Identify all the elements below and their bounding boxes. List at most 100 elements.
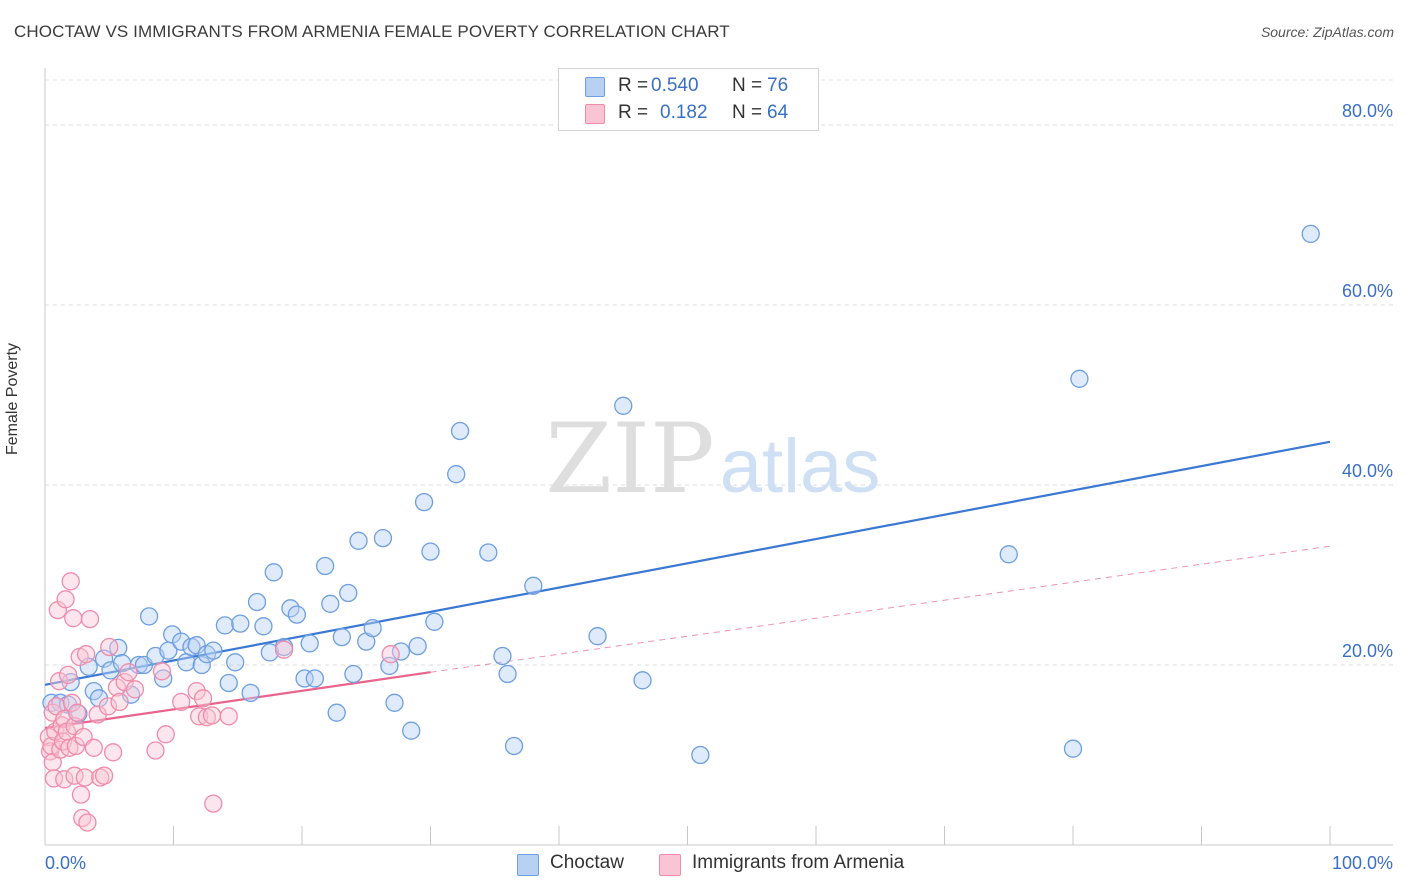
point-armenia-2: [42, 736, 61, 756]
point-armenia-30: [75, 768, 94, 787]
n-label: N =: [732, 75, 763, 96]
point-choctaw-65: [504, 736, 524, 756]
point-armenia-14: [55, 770, 74, 789]
trend-line-armenia: [44, 671, 431, 730]
point-choctaw-17: [154, 669, 173, 688]
point-armenia-47: [152, 662, 172, 681]
point-choctaw-55: [402, 721, 421, 740]
point-armenia-18: [60, 738, 79, 757]
data-points: [39, 224, 1320, 832]
n-value-choctaw: 76: [767, 75, 789, 96]
y-tick-label-20: 20.0%: [1342, 641, 1393, 661]
point-choctaw-13: [129, 655, 148, 675]
point-armenia-25: [67, 703, 87, 722]
point-choctaw-64: [498, 664, 517, 684]
point-choctaw-69: [633, 671, 652, 690]
point-armenia-9: [49, 672, 69, 691]
point-choctaw-43: [321, 594, 340, 613]
bottom-legend-swatch-armenia: [659, 854, 681, 876]
tick-labels: 20.0% 40.0% 60.0% 80.0% 0.0% 100.0%: [45, 101, 1393, 873]
point-choctaw-70: [691, 745, 710, 765]
point-choctaw-58: [421, 542, 440, 561]
point-armenia-43: [115, 672, 134, 692]
point-choctaw-72: [1063, 739, 1083, 758]
trend-line-choctaw: [44, 440, 1331, 686]
point-armenia-51: [190, 707, 209, 726]
point-choctaw-44: [327, 703, 346, 722]
point-choctaw-47: [344, 664, 363, 684]
r-value-choctaw: 0.540: [651, 75, 699, 96]
point-choctaw-63: [493, 646, 512, 666]
point-choctaw-8: [94, 649, 114, 668]
point-choctaw-38: [287, 605, 307, 624]
point-choctaw-57: [414, 492, 434, 512]
point-choctaw-67: [588, 627, 607, 646]
point-armenia-40: [103, 743, 123, 762]
point-choctaw-59: [425, 612, 444, 631]
point-choctaw-68: [614, 396, 633, 415]
point-choctaw-54: [391, 642, 411, 661]
point-choctaw-39: [295, 669, 314, 688]
point-armenia-52: [193, 689, 213, 708]
y-tick-label-40: 40.0%: [1342, 461, 1393, 481]
n-value-armenia: 64: [767, 102, 789, 123]
point-choctaw-21: [177, 653, 196, 672]
point-choctaw-35: [264, 563, 283, 582]
point-choctaw-61: [450, 421, 470, 441]
point-choctaw-15: [139, 607, 159, 626]
point-armenia-57: [274, 640, 294, 659]
point-choctaw-30: [231, 614, 250, 633]
point-choctaw-56: [408, 636, 427, 656]
point-armenia-33: [80, 609, 100, 629]
y-tick-label-60: 60.0%: [1342, 281, 1393, 301]
y-tick-label-80: 80.0%: [1342, 101, 1393, 121]
point-armenia-31: [76, 645, 96, 664]
point-armenia-21: [64, 609, 83, 628]
point-armenia-45: [125, 680, 145, 699]
trend-line-armenia-extension: [430, 545, 1331, 673]
point-armenia-49: [172, 692, 191, 712]
point-armenia-46: [146, 741, 165, 760]
point-armenia-27: [71, 785, 91, 804]
point-armenia-32: [78, 813, 97, 832]
point-choctaw-50: [363, 618, 382, 638]
n-label: N =: [732, 102, 763, 123]
point-choctaw-60: [447, 465, 466, 484]
point-choctaw-53: [385, 693, 404, 712]
point-armenia-20: [62, 693, 82, 712]
point-choctaw-62: [479, 543, 498, 562]
r-label: R =: [618, 102, 649, 123]
point-choctaw-46: [339, 583, 358, 603]
legend-swatch-choctaw: [585, 77, 605, 97]
point-choctaw-48: [349, 531, 368, 550]
point-choctaw-31: [241, 683, 260, 703]
point-choctaw-71: [999, 545, 1018, 564]
point-armenia-50: [187, 681, 206, 701]
point-choctaw-32: [247, 592, 267, 612]
point-choctaw-42: [315, 556, 335, 576]
point-armenia-48: [156, 725, 175, 744]
trend-lines: [44, 440, 1331, 730]
point-armenia-42: [110, 692, 129, 712]
r-value-armenia: 0.182: [660, 102, 708, 123]
point-choctaw-40: [300, 634, 319, 653]
point-choctaw-33: [254, 617, 273, 636]
point-choctaw-27: [215, 616, 235, 635]
point-choctaw-51: [373, 528, 393, 548]
point-choctaw-74: [1301, 224, 1320, 244]
point-armenia-38: [98, 697, 118, 716]
watermark-zip: ZIP: [545, 403, 714, 515]
bottom-legend-label-armenia: Immigrants from Armenia: [692, 852, 905, 873]
point-armenia-55: [204, 794, 223, 813]
point-armenia-15: [56, 590, 75, 609]
point-armenia-37: [94, 766, 114, 785]
point-armenia-39: [100, 637, 119, 657]
point-armenia-17: [58, 665, 78, 685]
legend-swatch-armenia: [585, 104, 605, 124]
stats-legend: R = 0.540 N = 76 R = 0.182 N = 64: [558, 68, 819, 131]
x-tick-label-100: 100.0%: [1332, 853, 1393, 873]
point-armenia-19: [61, 572, 80, 591]
point-choctaw-23: [187, 636, 206, 655]
point-choctaw-20: [172, 632, 191, 651]
